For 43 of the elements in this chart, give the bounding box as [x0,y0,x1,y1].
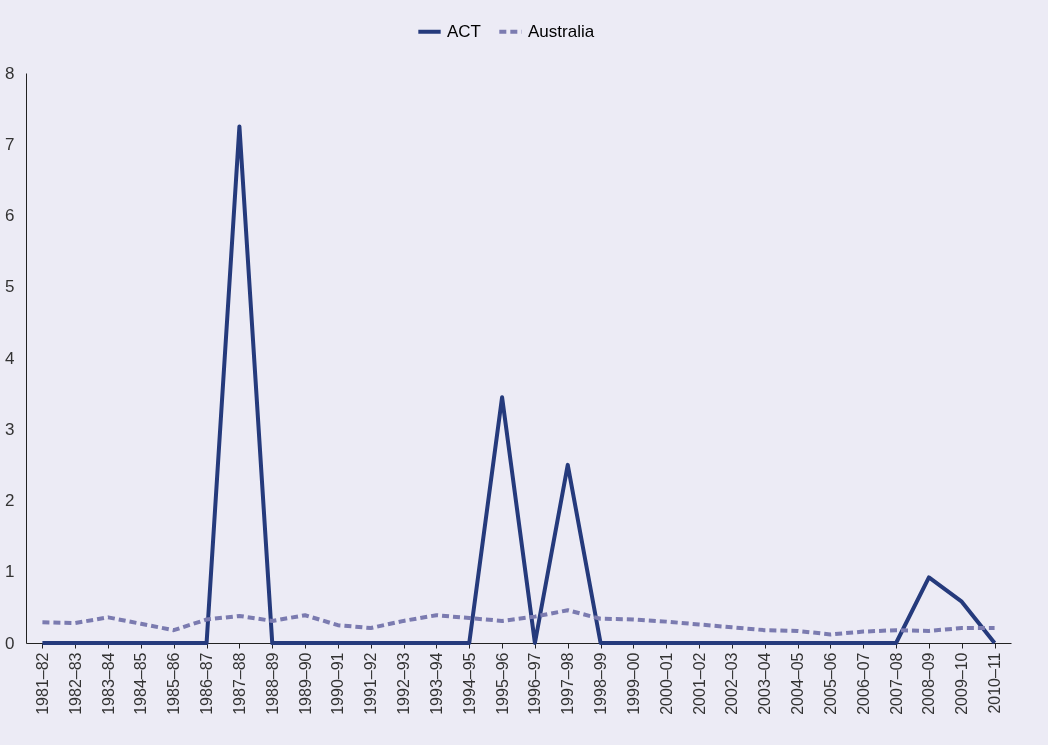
y-tick-label: 1 [5,562,15,582]
x-tick-label: 2003–04 [756,652,774,715]
legend-label: Australia [528,21,595,41]
x-tick-label: 2008–09 [920,652,938,715]
x-tick-label: 2004–05 [789,652,807,715]
y-tick-label: 0 [5,633,15,653]
y-tick-label: 6 [5,206,15,225]
y-tick-label: 7 [5,134,15,154]
line-series [40,608,997,637]
x-tick-label: 1995–96 [493,652,511,715]
x-tick-label: 1985–86 [165,652,183,715]
line-series [40,124,997,645]
y-tick-label: 8 [5,63,15,83]
x-tick-label: 1999–00 [624,652,642,715]
x-tick-label: 1994–95 [460,652,478,715]
x-tick-label: 1992–93 [395,652,413,715]
x-tick-label: 2009–10 [953,652,971,715]
x-tick-label: 1988–89 [263,652,281,715]
y-tick-label: 2 [5,491,15,510]
x-tick-label: 1991–92 [362,652,380,715]
x-tick-label: 2002–03 [723,652,741,715]
x-tick-label: 1990–91 [329,652,347,715]
legend-label: ACT [447,21,481,41]
y-tick-label: 3 [5,419,15,439]
y-tick-label: 5 [5,277,15,297]
x-tick-label: 2001–02 [690,652,708,715]
x-tick-label: 1989–90 [296,652,314,715]
x-tick-label: 1997–98 [559,652,577,715]
x-tick-label: 2006–07 [854,652,872,715]
x-tick-label: 1998–99 [592,652,610,715]
x-tick-label: 1987–88 [230,652,248,715]
x-tick-label: 1982–83 [66,652,84,715]
x-tick-label: 1986–87 [198,652,216,715]
x-tick-label: 1996–97 [526,652,544,715]
x-tick-label: 1984–85 [132,652,150,715]
x-tick-label: 2010–11 [986,652,1004,714]
x-tick-label: 1993–94 [427,652,445,715]
x-tick-label: 1983–84 [99,652,117,715]
x-tick-label: 2000–01 [657,652,675,715]
x-tick-label: 1981–82 [33,652,51,715]
x-tick-label: 2007–08 [887,652,905,715]
y-tick-label: 4 [5,348,15,368]
x-tick-label: 2005–06 [821,652,839,715]
